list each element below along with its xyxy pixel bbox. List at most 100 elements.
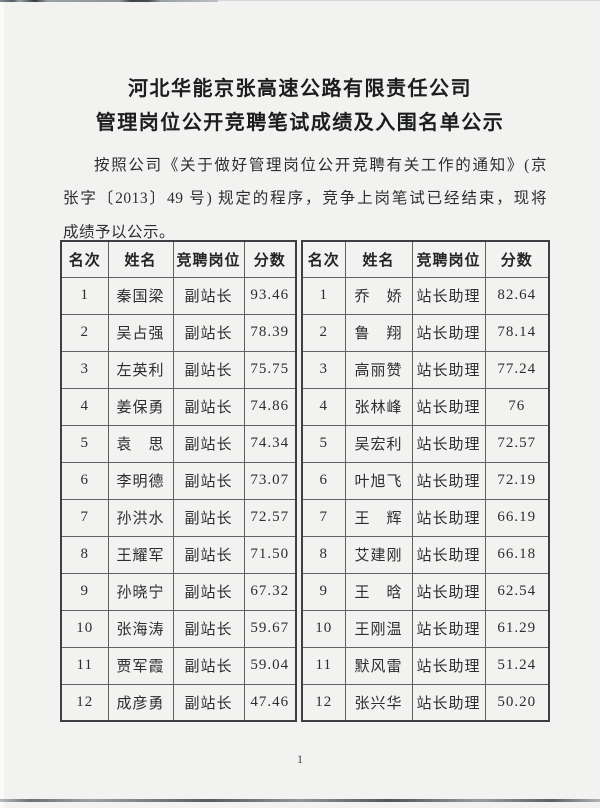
- cell-rank: 6: [301, 461, 346, 500]
- cell-position: 副站长: [172, 535, 245, 574]
- cell-rank: 7: [60, 498, 109, 537]
- table-row: 12 成彦勇 副站长 47.46: [60, 683, 297, 722]
- cell-score: 71.50: [243, 535, 297, 574]
- cell-rank: 1: [301, 276, 346, 315]
- scan-artifact-bottom-edge: [0, 799, 600, 802]
- cell-score: 50.20: [484, 683, 550, 722]
- cell-name: 王刚温: [344, 609, 413, 648]
- title-line-2: 管理岗位公开竞聘笔试成绩及入围名单公示: [95, 112, 505, 134]
- column-header-rank: 名次: [60, 240, 109, 278]
- column-header-name: 姓名: [107, 240, 174, 278]
- table-header-right: 名次 姓名 竞聘岗位 分数: [301, 240, 550, 278]
- table-row: 10 张海涛 副站长 59.67: [60, 609, 297, 648]
- cell-position: 副站长: [172, 498, 245, 537]
- cell-position: 站长助理: [411, 683, 486, 722]
- cell-name: 张兴华: [344, 683, 413, 722]
- cell-score: 61.29: [484, 609, 550, 648]
- cell-position: 站长助理: [411, 609, 486, 648]
- cell-rank: 3: [301, 350, 346, 389]
- table-row: 8 王耀军 副站长 71.50: [60, 535, 297, 574]
- cell-rank: 11: [60, 646, 109, 685]
- table-row: 7 孙洪水 副站长 72.57: [60, 498, 297, 537]
- scan-artifact-top-edge: [0, 0, 218, 2]
- cell-name: 成彦勇: [107, 683, 174, 722]
- cell-score: 73.07: [243, 461, 297, 500]
- page-number: 1: [297, 752, 303, 766]
- cell-score: 74.34: [243, 424, 297, 463]
- column-header-score: 分数: [484, 240, 550, 278]
- table-row: 2 吴占强 副站长 78.39: [60, 313, 297, 352]
- table-row: 6 叶旭飞 站长助理 72.19: [301, 461, 550, 500]
- cell-position: 副站长: [172, 424, 245, 463]
- cell-score: 59.04: [243, 646, 297, 685]
- table-row: 11 默风雷 站长助理 51.24: [301, 646, 550, 685]
- cell-name: 艾建刚: [344, 535, 413, 574]
- table-row: 12 张兴华 站长助理 50.20: [301, 683, 550, 722]
- paragraph-line-3: 成绩予以公示。: [63, 223, 176, 241]
- cell-position: 站长助理: [411, 313, 486, 352]
- paragraph-line-1: 按照公司《关于做好管理岗位公开竞聘有关工作的通知》(京: [94, 157, 547, 174]
- cell-rank: 9: [301, 572, 346, 611]
- table-header-left: 名次 姓名 竞聘岗位 分数: [60, 240, 297, 278]
- cell-rank: 7: [301, 498, 346, 537]
- cell-rank: 5: [301, 424, 346, 463]
- cell-name: 王耀军: [107, 535, 174, 574]
- cell-score: 67.32: [243, 572, 297, 611]
- intro-paragraph: 按照公司《关于做好管理岗位公开竞聘有关工作的通知》(京 张字〔2013〕49 号…: [63, 149, 547, 249]
- title-line-1: 河北华能京张高速公路有限责任公司: [128, 78, 472, 100]
- table-header-row: 名次 姓名 竞聘岗位 分数: [301, 240, 550, 278]
- cell-position: 副站长: [172, 646, 245, 685]
- cell-name: 孙洪水: [107, 498, 174, 537]
- column-header-position: 竞聘岗位: [411, 240, 486, 278]
- table-row: 3 左英利 副站长 75.75: [60, 350, 297, 389]
- table-row: 4 张林峰 站长助理 76: [301, 387, 550, 426]
- column-header-name: 姓名: [344, 240, 413, 278]
- cell-position: 副站长: [172, 461, 245, 500]
- table-row: 1 秦国梁 副站长 93.46: [60, 276, 297, 315]
- cell-name: 乔 娇: [344, 276, 413, 315]
- cell-rank: 10: [60, 609, 109, 648]
- cell-position: 站长助理: [411, 350, 486, 389]
- cell-position: 站长助理: [411, 276, 486, 315]
- cell-position: 站长助理: [411, 572, 486, 611]
- cell-position: 副站长: [172, 683, 245, 722]
- cell-score: 72.57: [243, 498, 297, 537]
- table-row: 8 艾建刚 站长助理 66.18: [301, 535, 550, 574]
- cell-rank: 9: [60, 572, 109, 611]
- cell-name: 高丽赞: [344, 350, 413, 389]
- cell-position: 站长助理: [411, 387, 486, 426]
- cell-position: 站长助理: [411, 646, 486, 685]
- cell-score: 82.64: [484, 276, 550, 315]
- scan-artifact-top-edge-faint: [218, 0, 600, 1]
- cell-name: 姜保勇: [107, 387, 174, 426]
- cell-rank: 8: [60, 535, 109, 574]
- cell-rank: 12: [301, 683, 346, 722]
- cell-name: 默风雷: [344, 646, 413, 685]
- cell-position: 副站长: [172, 609, 245, 648]
- cell-name: 张海涛: [107, 609, 174, 648]
- cell-name: 吴宏利: [344, 424, 413, 463]
- table-row: 6 李明德 副站长 73.07: [60, 461, 297, 500]
- cell-rank: 6: [60, 461, 109, 500]
- cell-rank: 3: [60, 350, 109, 389]
- cell-score: 66.18: [484, 535, 550, 574]
- column-header-rank: 名次: [301, 240, 346, 278]
- cell-name: 王 晗: [344, 572, 413, 611]
- cell-score: 78.14: [484, 313, 550, 352]
- cell-score: 51.24: [484, 646, 550, 685]
- table-row: 4 姜保勇 副站长 74.86: [60, 387, 297, 426]
- cell-position: 站长助理: [411, 461, 486, 500]
- cell-score: 93.46: [243, 276, 297, 315]
- cell-name: 孙晓宁: [107, 572, 174, 611]
- paragraph-line-2: 张字〔2013〕49 号) 规定的程序，竞争上岗笔试已经结束，现将: [63, 190, 547, 208]
- cell-score: 77.24: [484, 350, 550, 389]
- cell-name: 张林峰: [344, 387, 413, 426]
- cell-score: 62.54: [484, 572, 550, 611]
- cell-name: 叶旭飞: [344, 461, 413, 500]
- cell-position: 副站长: [172, 387, 245, 426]
